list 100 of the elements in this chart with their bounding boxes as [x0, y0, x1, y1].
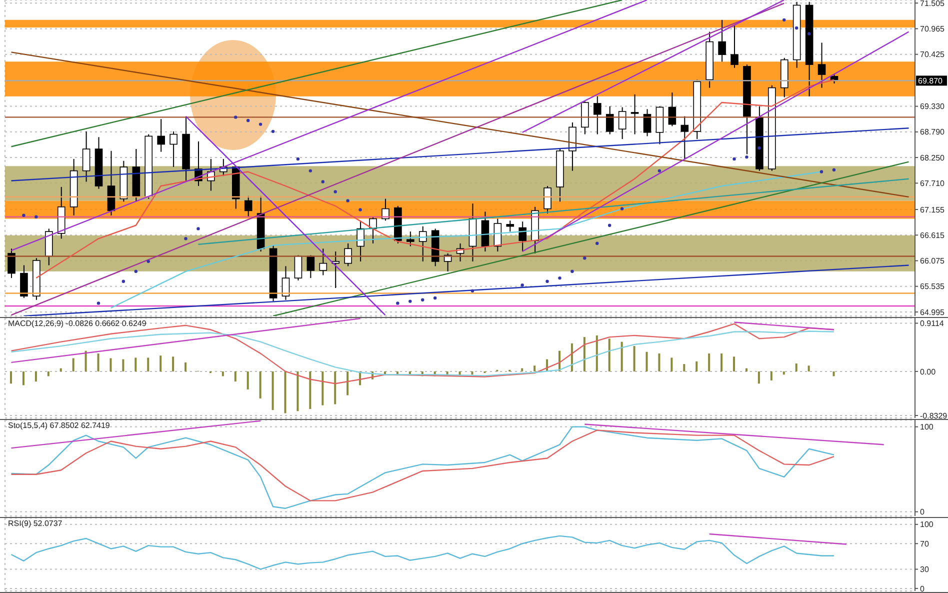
bar: [222, 371, 224, 376]
bar: [84, 350, 87, 372]
chart-title: RSI(9) 52.0737: [8, 519, 62, 528]
y-tick-label: 67.710: [920, 178, 946, 188]
point: [334, 190, 337, 194]
point: [234, 116, 238, 119]
y-tick-label: 0.9114: [920, 319, 944, 328]
bar: [97, 353, 100, 372]
bar: [696, 361, 698, 372]
bar: [596, 335, 598, 372]
bar: [670, 358, 673, 372]
y-tick-label: 0: [920, 584, 925, 593]
point: [745, 155, 748, 159]
point: [732, 157, 736, 161]
point: [583, 256, 586, 260]
bar: [646, 352, 648, 372]
point: [558, 276, 562, 280]
candlestick: [544, 185, 552, 214]
candlestick: [418, 226, 427, 262]
point: [807, 32, 811, 36]
y-tick-label: 70.965: [920, 24, 946, 34]
point: [396, 302, 400, 305]
point: [296, 157, 300, 161]
candlestick: [680, 116, 689, 160]
point: [620, 207, 624, 210]
point: [546, 280, 549, 283]
point: [246, 118, 250, 122]
candlestick: [244, 195, 252, 218]
bar: [720, 353, 723, 372]
point: [308, 169, 312, 172]
bar: [296, 371, 299, 412]
candlestick: [606, 106, 614, 135]
bar: [795, 364, 798, 372]
y-tick-label: 66.075: [920, 256, 946, 266]
bar: [832, 371, 835, 376]
bar: [134, 358, 137, 372]
bar: [246, 371, 249, 390]
bar: [47, 371, 50, 376]
bar: [22, 371, 24, 386]
candlestick: [319, 248, 328, 276]
bar: [322, 371, 324, 406]
point: [358, 208, 362, 212]
bar: [658, 353, 660, 372]
y-tick-label: 69.330: [920, 102, 946, 112]
y-tick-label: 0.00: [920, 367, 936, 376]
bar: [770, 371, 772, 380]
point: [196, 227, 200, 230]
bar: [745, 368, 748, 372]
y-tick-label: 68.790: [920, 128, 946, 137]
candlestick: [282, 266, 290, 300]
y-tick-label: 67.155: [920, 205, 946, 214]
bar: [234, 371, 236, 382]
point: [134, 270, 138, 273]
ref-line-label: 69.870: [918, 76, 944, 86]
bar: [160, 356, 162, 372]
bar: [72, 358, 74, 372]
line-series: [10, 535, 835, 570]
y-tick-label: 30: [920, 565, 930, 574]
candlestick: [718, 19, 726, 62]
bar: [683, 364, 686, 372]
bar: [782, 371, 785, 375]
bar: [521, 368, 524, 372]
point: [758, 146, 761, 150]
y-tick-label: 0: [920, 508, 925, 517]
line-series: [10, 330, 835, 376]
bar: [10, 371, 12, 384]
point: [596, 242, 599, 246]
candlestick: [344, 242, 352, 267]
candlestick: [406, 231, 414, 247]
y-tick-label: 70.425: [920, 50, 946, 60]
candlestick: [157, 118, 165, 152]
y-tick-label: 64.995: [920, 308, 946, 317]
y-tick-label: 66.615: [920, 230, 946, 240]
y-tick-label: 65.535: [920, 282, 946, 292]
point: [433, 296, 437, 300]
candlestick: [170, 130, 178, 168]
y-tick-label: 71.505: [920, 0, 946, 8]
bar: [259, 371, 262, 398]
bar: [60, 368, 62, 372]
point: [346, 199, 350, 202]
bar: [608, 338, 610, 372]
bar: [733, 356, 736, 372]
candlestick: [730, 24, 738, 68]
point: [658, 169, 662, 172]
point: [794, 26, 798, 30]
point: [258, 122, 262, 126]
point: [608, 224, 612, 227]
point: [421, 298, 424, 302]
point: [321, 180, 324, 184]
y-tick-label: -0.8329: [920, 411, 948, 420]
candlestick: [818, 42, 826, 88]
point: [570, 270, 574, 273]
point: [820, 170, 824, 174]
y-tick-label: 100: [920, 422, 934, 432]
candlestick: [20, 264, 28, 298]
point: [96, 302, 100, 305]
bar: [147, 358, 150, 372]
bar: [184, 362, 187, 372]
point: [184, 237, 188, 240]
y-tick-label: 68.250: [920, 153, 946, 162]
